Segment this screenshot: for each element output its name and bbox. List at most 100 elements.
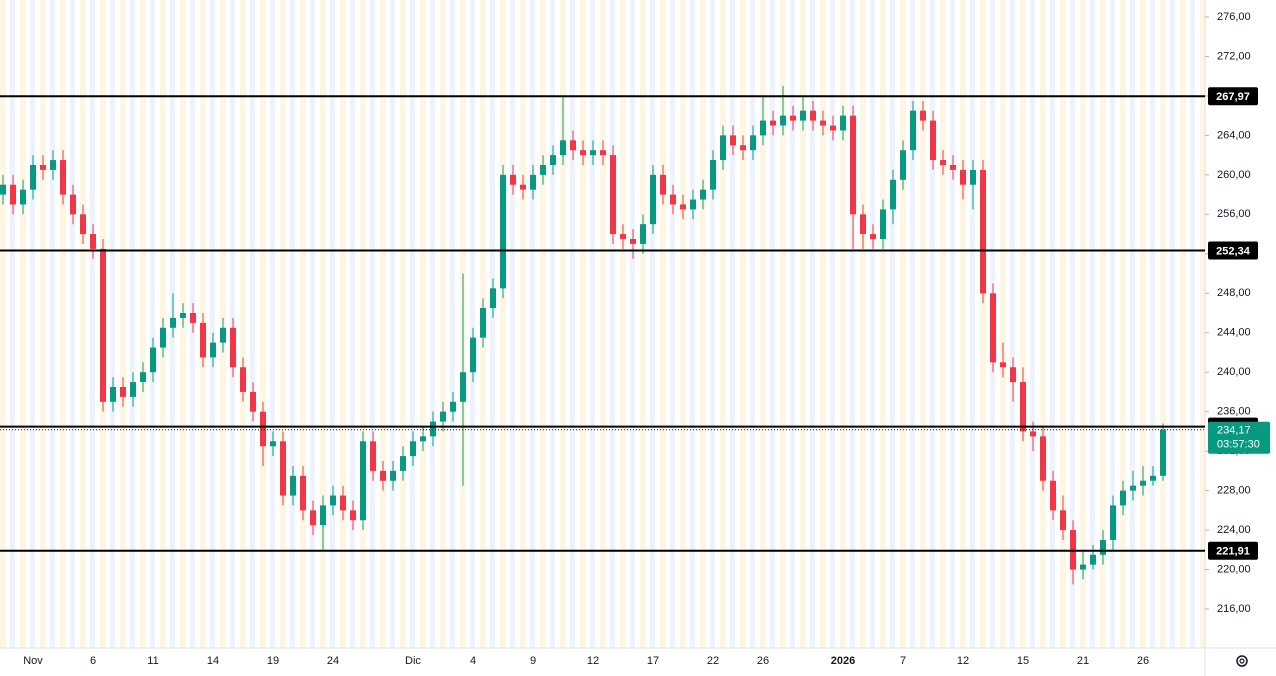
- candle-body: [750, 135, 756, 151]
- x-tick-label: 26: [1137, 655, 1149, 667]
- candle-body: [730, 135, 736, 146]
- candle-body: [310, 510, 316, 526]
- candle-body: [420, 436, 426, 442]
- candle-body: [950, 164, 956, 170]
- candle-body: [880, 209, 886, 239]
- x-tick-label: 19: [267, 655, 279, 667]
- x-tick-label: 14: [207, 655, 219, 667]
- candle-body: [30, 164, 36, 190]
- x-tick-label: 6: [90, 655, 96, 667]
- y-tick-label: 276,00: [1217, 11, 1251, 23]
- candle-body: [630, 238, 636, 244]
- candle-body: [190, 312, 196, 323]
- candle-body: [680, 204, 686, 210]
- candle-body: [900, 150, 906, 180]
- candle-body: [350, 510, 356, 521]
- candle-body: [1010, 367, 1016, 383]
- x-tick-label: 15: [1017, 655, 1029, 667]
- candle-body: [690, 199, 696, 210]
- candle-body: [170, 317, 176, 328]
- candle-body: [1150, 475, 1156, 481]
- candle-body: [910, 110, 916, 151]
- level-label: 221,91: [1216, 546, 1250, 558]
- candle-body: [70, 194, 76, 215]
- candle-body: [260, 411, 266, 447]
- level-label: 252,34: [1216, 245, 1251, 257]
- x-tick-label: 17: [647, 655, 659, 667]
- candle-body: [980, 169, 986, 294]
- y-tick-label: 260,00: [1217, 169, 1251, 181]
- x-tick-label: 11: [147, 655, 158, 667]
- candle-body: [470, 337, 476, 373]
- candle-body: [210, 342, 216, 358]
- candle-body: [550, 155, 556, 165]
- candle-body: [430, 421, 436, 437]
- candle-body: [770, 120, 776, 126]
- y-tick-label: 228,00: [1217, 485, 1251, 497]
- x-tick-label: 26: [757, 655, 769, 667]
- candle-body: [530, 174, 536, 190]
- candle-body: [670, 194, 676, 205]
- candle-body: [230, 327, 236, 368]
- candle-body: [120, 387, 126, 397]
- candle-body: [1130, 485, 1136, 491]
- x-tick-label: 2026: [831, 655, 855, 667]
- candle-body: [1030, 431, 1036, 437]
- candle-body: [10, 184, 16, 205]
- candle-body: [500, 174, 506, 289]
- candle-body: [780, 115, 786, 126]
- x-tick-label: 22: [707, 655, 719, 667]
- candle-body: [710, 160, 716, 190]
- candle-body: [890, 179, 896, 210]
- candle-body: [490, 288, 496, 309]
- level-label-box: [1208, 87, 1258, 106]
- candle-body: [340, 495, 346, 511]
- y-tick-label: 236,00: [1217, 406, 1251, 418]
- candle-body: [250, 391, 256, 412]
- candle-body: [1110, 505, 1116, 540]
- candle-body: [440, 411, 446, 422]
- candle-body: [380, 470, 386, 481]
- candle-body: [1080, 564, 1086, 570]
- candle-body: [560, 140, 566, 156]
- candle-body: [370, 441, 376, 471]
- candle-body: [330, 495, 336, 506]
- y-tick-label: 272,00: [1217, 50, 1251, 62]
- candle-body: [1160, 429, 1166, 476]
- candle-body: [200, 322, 206, 358]
- candle-body: [0, 184, 6, 195]
- y-tick-label: 224,00: [1217, 524, 1251, 536]
- candle-body: [1100, 539, 1106, 555]
- candle-body: [720, 135, 726, 161]
- y-tick-label: 220,00: [1217, 563, 1251, 575]
- candle-body: [130, 382, 136, 397]
- candle-body: [650, 174, 656, 225]
- candle-body: [800, 110, 806, 121]
- candle-body: [390, 470, 396, 481]
- candle-body: [510, 174, 516, 185]
- candle-body: [320, 505, 326, 526]
- candle-body: [700, 189, 706, 200]
- candle-body: [40, 164, 46, 170]
- x-tick-label: 21: [1077, 655, 1089, 667]
- candle-body: [860, 214, 866, 235]
- settings-icon[interactable]: [1236, 655, 1248, 667]
- y-tick-label: 256,00: [1217, 208, 1251, 220]
- candle-body: [300, 475, 306, 511]
- candle-body: [830, 125, 836, 131]
- candle-body: [60, 160, 66, 195]
- candle-body: [590, 150, 596, 156]
- candle-body: [930, 120, 936, 161]
- y-tick-label: 244,00: [1217, 327, 1251, 339]
- candle-body: [870, 234, 876, 239]
- candle-body: [180, 312, 186, 318]
- candle-body: [240, 367, 246, 392]
- x-tick-label: 12: [957, 655, 969, 667]
- candle-body: [400, 456, 406, 471]
- candle-body: [110, 387, 116, 402]
- candle-body: [410, 441, 416, 457]
- x-tick-label: Dic: [405, 655, 421, 667]
- last-price-label: 234,17: [1217, 425, 1251, 437]
- candle-body: [1020, 382, 1026, 432]
